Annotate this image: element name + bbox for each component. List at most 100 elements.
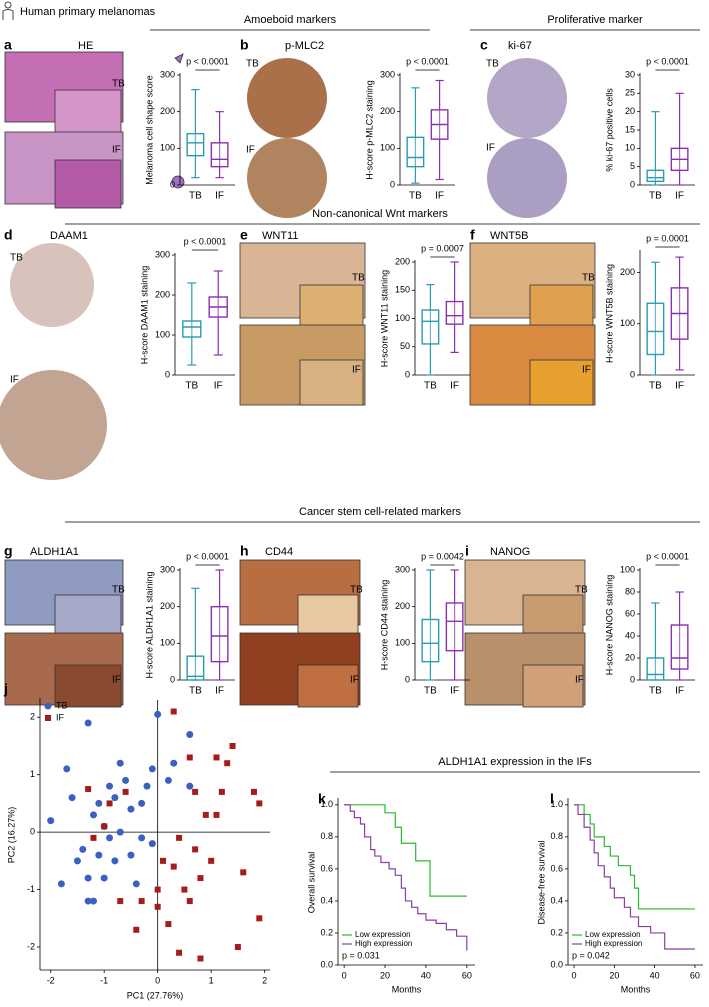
image-tag: IF: [112, 145, 121, 156]
x-tick-label: 1: [209, 975, 214, 985]
point: [250, 788, 257, 795]
image-tag: TB: [582, 273, 595, 284]
x-tick-label: TB: [649, 686, 662, 697]
image-tag: TB: [575, 585, 588, 596]
legend-marker: [45, 715, 51, 721]
point: [154, 710, 162, 718]
point: [170, 759, 178, 767]
x-axis-label: Months: [392, 984, 422, 994]
point: [154, 903, 161, 910]
box: [646, 657, 665, 681]
x-tick-label: -1: [100, 975, 108, 985]
x-tick-label: IF: [675, 191, 684, 202]
y-tick-label: 2: [30, 712, 35, 722]
legend-label: Low expression: [355, 930, 411, 939]
y-tick-label: 1.0: [550, 799, 563, 809]
point: [111, 794, 119, 802]
box: [670, 624, 689, 670]
point: [164, 776, 172, 784]
box: [646, 302, 665, 356]
box: [210, 142, 229, 168]
panel-letter: f: [470, 227, 475, 243]
point: [100, 874, 108, 882]
y-axis-label: H-score NANOG staining: [604, 575, 614, 676]
p-value: p = 0.0007: [421, 243, 464, 253]
legend-label: High expression: [355, 939, 412, 948]
box: [646, 169, 665, 183]
box: [421, 618, 440, 663]
x-tick-label: 60: [462, 970, 472, 980]
box: [445, 300, 464, 325]
y-tick-label: 100: [160, 638, 175, 648]
point: [148, 840, 156, 848]
panel-letter: c: [480, 37, 488, 53]
panel-letter: g: [4, 543, 13, 559]
point: [89, 811, 97, 819]
marker-name: DAAM1: [50, 230, 88, 242]
point: [73, 857, 81, 865]
point: [176, 834, 183, 841]
p-value: p = 0.031: [342, 950, 380, 960]
point: [133, 926, 140, 933]
box: [186, 132, 205, 157]
y-tick-label: 20: [625, 106, 635, 116]
y-tick-label: 0.0: [550, 959, 563, 969]
point: [143, 782, 151, 790]
y-tick-label: 0: [30, 827, 35, 837]
y-tick-label: 200: [160, 106, 175, 116]
point: [47, 817, 55, 825]
marker-name: WNT11: [262, 230, 298, 242]
point: [68, 794, 76, 802]
image-tag: IF: [575, 675, 584, 686]
marker-name: p-MLC2: [285, 40, 324, 52]
x-tick-label: -2: [47, 975, 55, 985]
panel-letter: i: [465, 543, 469, 559]
x-tick-label: TB: [409, 191, 422, 202]
y-tick-label: 300: [160, 69, 175, 79]
y-tick-label: 50: [400, 341, 410, 351]
point: [106, 834, 114, 842]
x-tick-label: 40: [650, 970, 660, 980]
point: [154, 886, 161, 893]
image-tag: TB: [112, 79, 125, 90]
y-tick-label: 1.0: [320, 799, 333, 809]
point: [202, 811, 209, 818]
point: [186, 754, 193, 761]
p-value: p < 0.0001: [406, 56, 449, 66]
image-tag: TB: [10, 253, 23, 264]
x-tick-label: 0: [572, 970, 577, 980]
image-tag: TB: [350, 585, 363, 596]
p-value: p < 0.0001: [186, 551, 229, 561]
section-title: ALDH1A1 expression in the IFs: [438, 756, 592, 768]
point: [138, 799, 146, 807]
y-tick-label: 80: [625, 586, 635, 596]
marker-name: ALDH1A1: [30, 546, 79, 558]
point: [192, 788, 199, 795]
y-axis-label: PC2 (16.27%): [6, 807, 16, 864]
x-tick-label: TB: [649, 191, 662, 202]
x-tick-label: TB: [424, 381, 437, 392]
y-tick-label: 30: [625, 69, 635, 79]
section-title: Cancer stem cell-related markers: [299, 506, 461, 518]
p-value: p = 0.0042: [421, 551, 464, 561]
y-axis-label: H-score WNT5B staining: [604, 264, 614, 363]
y-tick-label: 1: [30, 769, 35, 779]
point: [148, 765, 156, 773]
header-icon: [2, 1, 14, 20]
point: [57, 880, 65, 888]
y-tick-label: 0: [630, 179, 635, 189]
marker-name: NANOG: [490, 546, 530, 558]
y-tick-label: 200: [160, 601, 175, 611]
p-value: p < 0.0001: [646, 551, 689, 561]
y-tick-label: 200: [380, 106, 395, 116]
point: [229, 742, 236, 749]
y-tick-label: 0.2: [550, 927, 563, 937]
point: [213, 754, 220, 761]
point: [213, 811, 220, 818]
survival-curve: [574, 804, 695, 910]
point: [117, 898, 124, 905]
point: [84, 719, 92, 727]
point: [138, 834, 146, 842]
image-tag: TB: [112, 585, 125, 596]
x-tick-label: IF: [675, 381, 684, 392]
